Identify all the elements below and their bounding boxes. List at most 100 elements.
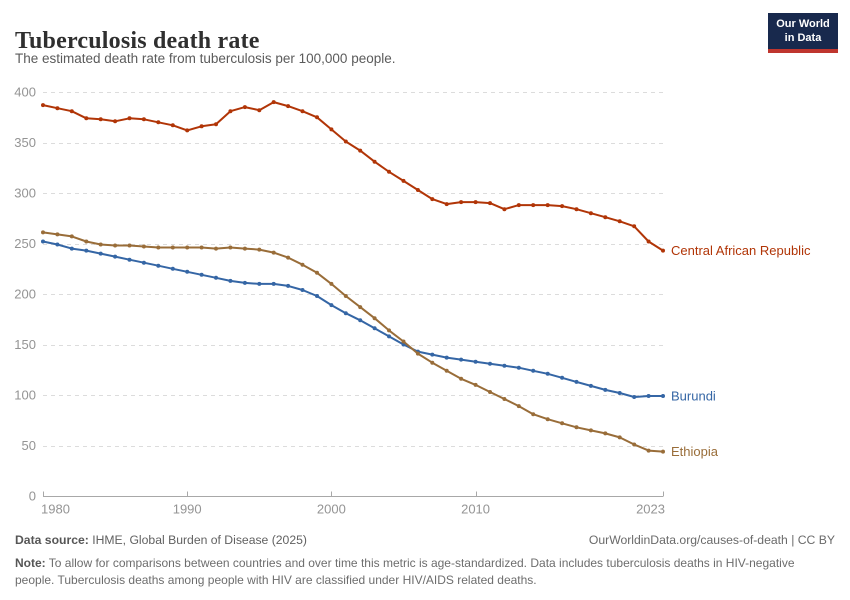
central-african-republic-point-1991 [199, 124, 204, 129]
central-african-republic-point-2004 [387, 169, 391, 174]
burundi-point-1987 [141, 260, 146, 265]
burundi-point-1983 [84, 248, 89, 253]
data-source-line: Data source: IHME, Global Burden of Dise… [15, 533, 307, 547]
ethiopia-line [42, 231, 664, 453]
footer-note: Note: To allow for comparisons between c… [15, 555, 797, 590]
central-african-republic-end-label: Central African Republic [671, 243, 811, 258]
x-tick-label-2010: 2010 [461, 502, 490, 517]
central-african-republic-point-2013 [516, 203, 521, 208]
burundi-point-2013 [516, 365, 521, 370]
burundi-point-2009 [459, 357, 464, 362]
ethiopia-point-1995 [257, 247, 262, 252]
ethiopia-point-2010 [473, 382, 478, 387]
ethiopia-point-1993 [228, 245, 233, 250]
owid-logo: Our World in Data [768, 13, 838, 53]
owid-logo-line1: Our World [776, 18, 830, 30]
x-tick-label-1990: 1990 [173, 502, 202, 517]
central-african-republic-line [42, 101, 664, 252]
data-source-text: IHME, Global Burden of Disease (2025) [88, 533, 307, 547]
burundi-point-1996 [271, 281, 276, 286]
series-ethiopia: Ethiopia [41, 230, 719, 459]
ethiopia-point-2009 [459, 376, 464, 381]
y-tick-label-50: 50 [22, 438, 36, 453]
note-label: Note: [15, 556, 46, 570]
license-text: OurWorldinData.org/causes-of-death | CC … [588, 533, 835, 547]
central-african-republic-point-1984 [98, 117, 103, 122]
burundi-point-1985 [113, 254, 118, 259]
burundi-point-2019 [603, 387, 608, 392]
central-african-republic-point-2001 [343, 139, 348, 144]
burundi-point-1981 [55, 242, 60, 247]
central-african-republic-point-2017 [574, 207, 579, 212]
burundi-point-2018 [588, 383, 593, 388]
ethiopia-point-1994 [242, 246, 247, 251]
ethiopia-point-2001 [343, 294, 348, 298]
burundi-point-2001 [343, 311, 348, 316]
central-african-republic-point-1982 [69, 109, 74, 114]
burundi-point-1992 [214, 275, 218, 280]
ethiopia-point-1986 [127, 243, 132, 248]
data-source-label: Data source: [15, 533, 89, 547]
burundi-end-label: Burundi [671, 389, 716, 404]
burundi-point-2023 [661, 394, 665, 398]
ethiopia-point-1987 [141, 244, 146, 249]
burundi-point-2003 [372, 326, 377, 331]
central-african-republic-point-1992 [214, 122, 218, 127]
central-african-republic-point-1988 [156, 120, 161, 125]
central-african-republic-point-2010 [473, 200, 478, 205]
y-tick-label-350: 350 [14, 135, 36, 150]
central-african-republic-point-2019 [603, 215, 608, 220]
ethiopia-point-2007 [430, 360, 435, 365]
central-african-republic-point-1993 [228, 109, 233, 114]
ethiopia-point-1984 [98, 242, 103, 247]
central-african-republic-point-1985 [113, 119, 118, 124]
series-burundi: Burundi [41, 239, 716, 404]
ethiopia-point-2022 [646, 448, 651, 453]
central-african-republic-point-2016 [560, 204, 565, 209]
central-african-republic-point-2015 [545, 203, 550, 208]
ethiopia-point-2016 [560, 421, 565, 426]
ethiopia-point-2012 [502, 397, 507, 401]
burundi-point-1999 [315, 294, 319, 298]
page-title: Tuberculosis death rate [15, 28, 260, 55]
y-tick-label-0: 0 [29, 489, 36, 504]
ethiopia-point-2011 [488, 390, 492, 394]
central-african-republic-point-2011 [488, 201, 492, 206]
x-tick-label-2023: 2023 [636, 502, 665, 517]
ethiopia-point-1988 [156, 245, 161, 250]
central-african-republic-point-2003 [372, 159, 377, 164]
burundi-point-2000 [329, 303, 334, 308]
ethiopia-point-2021 [632, 442, 637, 447]
burundi-point-1995 [257, 281, 262, 286]
ethiopia-point-2000 [329, 281, 334, 286]
central-african-republic-point-2023 [661, 248, 665, 253]
burundi-point-1984 [98, 251, 103, 256]
central-african-republic-point-2022 [646, 239, 651, 244]
central-african-republic-point-2014 [531, 203, 536, 208]
central-african-republic-point-2007 [430, 197, 435, 202]
y-tick-label-250: 250 [14, 236, 36, 251]
ethiopia-point-2019 [603, 431, 608, 436]
ethiopia-point-1990 [185, 245, 190, 250]
burundi-point-1986 [127, 257, 132, 262]
burundi-point-2017 [574, 379, 579, 384]
central-african-republic-point-1995 [257, 108, 262, 113]
burundi-point-1994 [242, 280, 247, 285]
burundi-point-1980 [41, 239, 45, 244]
burundi-point-1998 [300, 288, 305, 292]
central-african-republic-point-1986 [127, 116, 132, 121]
y-tick-label-150: 150 [14, 337, 36, 352]
central-african-republic-point-1997 [286, 104, 291, 109]
central-african-republic-point-2005 [401, 178, 406, 183]
footer-source-row: Data source: IHME, Global Burden of Dise… [15, 533, 835, 547]
burundi-point-1988 [156, 263, 161, 268]
central-african-republic-point-2002 [358, 148, 363, 153]
burundi-point-2007 [430, 352, 435, 357]
ethiopia-point-1992 [214, 246, 218, 251]
central-african-republic-point-1994 [242, 105, 247, 110]
ethiopia-point-2015 [545, 417, 550, 422]
central-african-republic-point-1990 [185, 128, 190, 133]
y-tick-label-400: 400 [14, 85, 36, 100]
burundi-point-2015 [545, 371, 550, 376]
